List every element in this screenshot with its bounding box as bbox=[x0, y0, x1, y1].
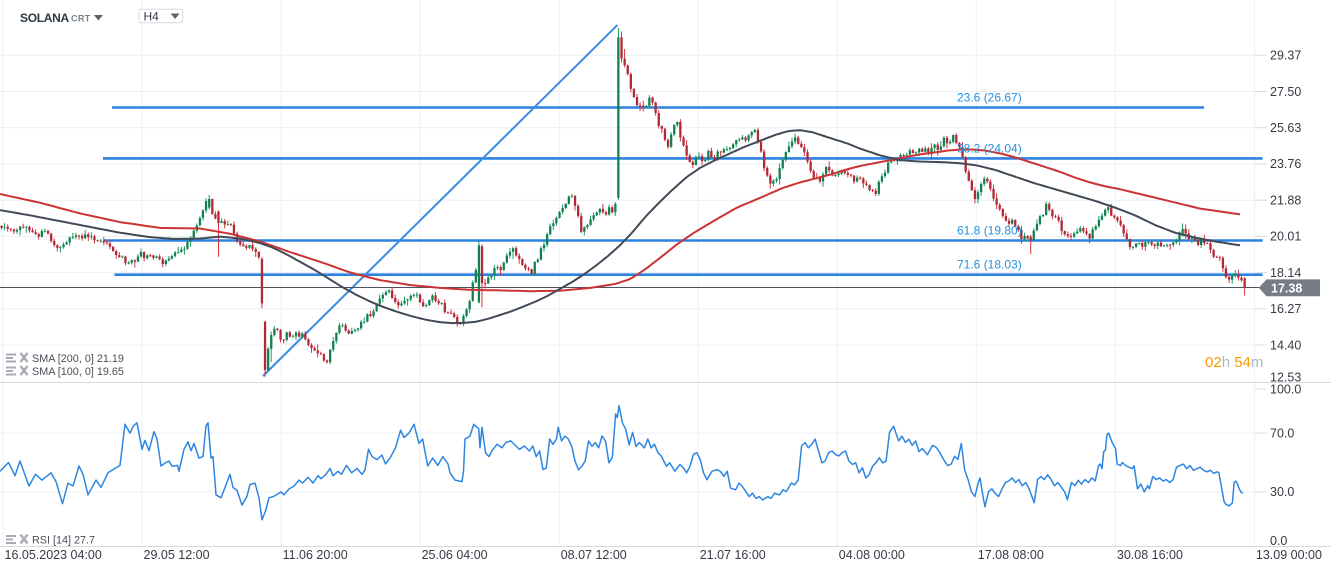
svg-text:16.27: 16.27 bbox=[1270, 302, 1301, 316]
svg-text:SOLANA: SOLANA bbox=[20, 11, 70, 25]
svg-text:38.2 (24.04): 38.2 (24.04) bbox=[957, 141, 1022, 155]
svg-text:30.08 16:00: 30.08 16:00 bbox=[1117, 548, 1183, 562]
svg-text:04.08 00:00: 04.08 00:00 bbox=[839, 548, 905, 562]
svg-text:13.09 00:00: 13.09 00:00 bbox=[1256, 548, 1322, 562]
svg-text:25.63: 25.63 bbox=[1270, 121, 1301, 135]
svg-text:25.06 04:00: 25.06 04:00 bbox=[422, 548, 488, 562]
svg-text:29.05 12:00: 29.05 12:00 bbox=[144, 548, 210, 562]
svg-text:100.0: 100.0 bbox=[1270, 382, 1301, 396]
svg-text:CRT: CRT bbox=[71, 14, 91, 24]
svg-text:20.01: 20.01 bbox=[1270, 230, 1301, 244]
svg-text:12.53: 12.53 bbox=[1270, 370, 1301, 384]
svg-text:11.06 20:00: 11.06 20:00 bbox=[283, 548, 348, 562]
svg-text:0.0: 0.0 bbox=[1270, 534, 1287, 548]
svg-text:H4: H4 bbox=[144, 10, 160, 24]
svg-text:18.14: 18.14 bbox=[1270, 266, 1301, 280]
svg-text:30.0: 30.0 bbox=[1270, 485, 1294, 499]
svg-text:29.37: 29.37 bbox=[1270, 49, 1301, 63]
svg-text:16.05.2023 04:00: 16.05.2023 04:00 bbox=[5, 548, 102, 562]
svg-text:17.38: 17.38 bbox=[1271, 281, 1302, 295]
svg-text:02h 54m: 02h 54m bbox=[1205, 354, 1263, 371]
svg-text:23.6 (26.67): 23.6 (26.67) bbox=[957, 91, 1022, 105]
svg-text:21.88: 21.88 bbox=[1270, 194, 1301, 208]
svg-text:17.08 08:00: 17.08 08:00 bbox=[978, 548, 1044, 562]
svg-text:71.6 (18.03): 71.6 (18.03) bbox=[957, 258, 1022, 272]
svg-text:27.50: 27.50 bbox=[1270, 85, 1301, 99]
svg-text:61.8 (19.80): 61.8 (19.80) bbox=[957, 224, 1022, 238]
svg-text:08.07 12:00: 08.07 12:00 bbox=[561, 548, 627, 562]
svg-text:SMA [100, 0] 19.65: SMA [100, 0] 19.65 bbox=[32, 366, 124, 378]
svg-text:23.76: 23.76 bbox=[1270, 157, 1301, 171]
svg-text:RSI [14] 27.7: RSI [14] 27.7 bbox=[32, 535, 95, 547]
svg-text:70.0: 70.0 bbox=[1270, 426, 1294, 440]
svg-text:21.07 16:00: 21.07 16:00 bbox=[700, 548, 766, 562]
svg-text:14.40: 14.40 bbox=[1270, 338, 1301, 352]
svg-text:SMA [200, 0] 21.19: SMA [200, 0] 21.19 bbox=[32, 353, 124, 365]
